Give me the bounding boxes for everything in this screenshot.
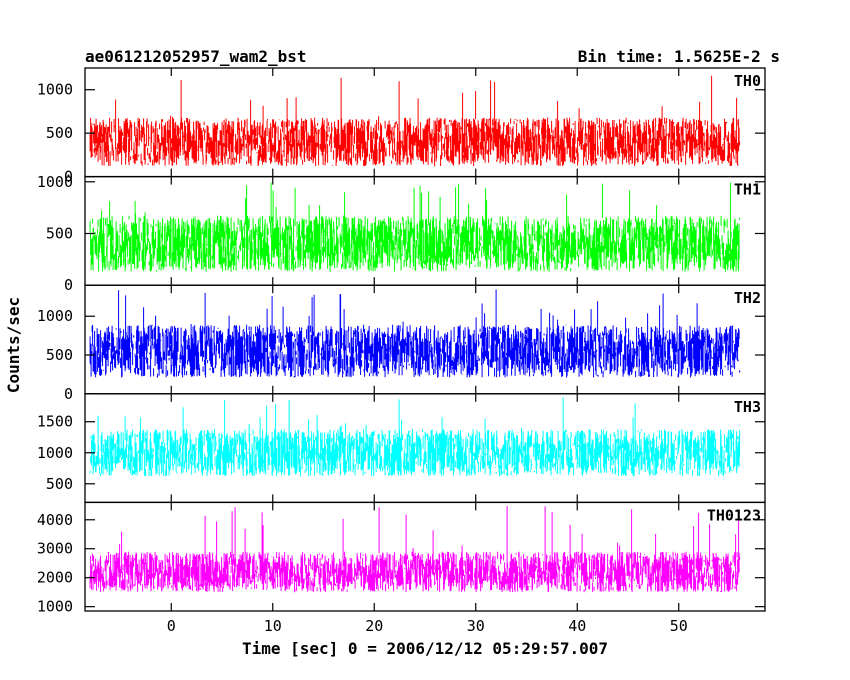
panel-label: TH3 xyxy=(734,398,761,416)
panel-frame xyxy=(84,501,766,612)
y-axis-label: Counts/sec xyxy=(4,297,23,393)
y-tick-label: 500 xyxy=(46,475,73,493)
panel-th2: 0 500 1000 TH2 xyxy=(37,284,766,403)
series-th1 xyxy=(89,182,741,272)
panels-group: 0 500 1000 TH0 0 500 1000 TH1 0 500 1000 TH2 500 1000… xyxy=(37,67,766,616)
bin-time-label: Bin time: 1.5625E-2 s xyxy=(578,47,780,66)
y-tick-label: 3000 xyxy=(37,540,73,558)
x-axis: 0 10 20 30 40 50 xyxy=(167,617,688,635)
series-th3 xyxy=(89,397,741,477)
x-tick-label: 20 xyxy=(365,617,383,635)
x-tick-label: 50 xyxy=(670,617,688,635)
y-tick-label: 1000 xyxy=(37,307,73,325)
y-tick-label: 0 xyxy=(64,168,73,186)
y-tick-label: 500 xyxy=(46,346,73,364)
y-tick-label: 1500 xyxy=(37,413,73,431)
x-tick-label: 10 xyxy=(264,617,282,635)
panel-label: TH2 xyxy=(734,289,761,307)
panel-th0: 0 500 1000 TH0 xyxy=(37,67,766,186)
x-tick-label: 0 xyxy=(167,617,176,635)
panel-label: TH0123 xyxy=(707,506,761,524)
series-th0 xyxy=(89,75,741,167)
panel-th3: 500 1000 1500 TH3 xyxy=(37,393,766,504)
y-tick-label: 4000 xyxy=(37,511,73,529)
x-axis-label: Time [sec] 0 = 2006/12/12 05:29:57.007 xyxy=(242,639,608,658)
x-tick-label: 30 xyxy=(467,617,485,635)
chart-title: ae061212052957_wam2_bst xyxy=(85,47,307,66)
panel-label: TH0 xyxy=(734,72,761,90)
y-tick-label: 0 xyxy=(64,385,73,403)
x-tick-label: 40 xyxy=(568,617,586,635)
y-tick-label: 0 xyxy=(64,276,73,294)
y-tick-label: 500 xyxy=(46,124,73,142)
panel-th1: 0 500 1000 TH1 xyxy=(37,173,766,294)
panel-label: TH1 xyxy=(734,181,761,199)
series-th2 xyxy=(89,289,741,378)
y-tick-label: 1000 xyxy=(37,444,73,462)
y-tick-label: 1000 xyxy=(37,81,73,99)
y-tick-label: 1000 xyxy=(37,598,73,616)
y-tick-label: 500 xyxy=(46,224,73,242)
y-tick-label: 1000 xyxy=(37,173,73,191)
panel-th0123: 1000 2000 3000 4000 TH0123 xyxy=(37,501,766,616)
series-th0123 xyxy=(89,506,741,593)
y-tick-label: 2000 xyxy=(37,569,73,587)
